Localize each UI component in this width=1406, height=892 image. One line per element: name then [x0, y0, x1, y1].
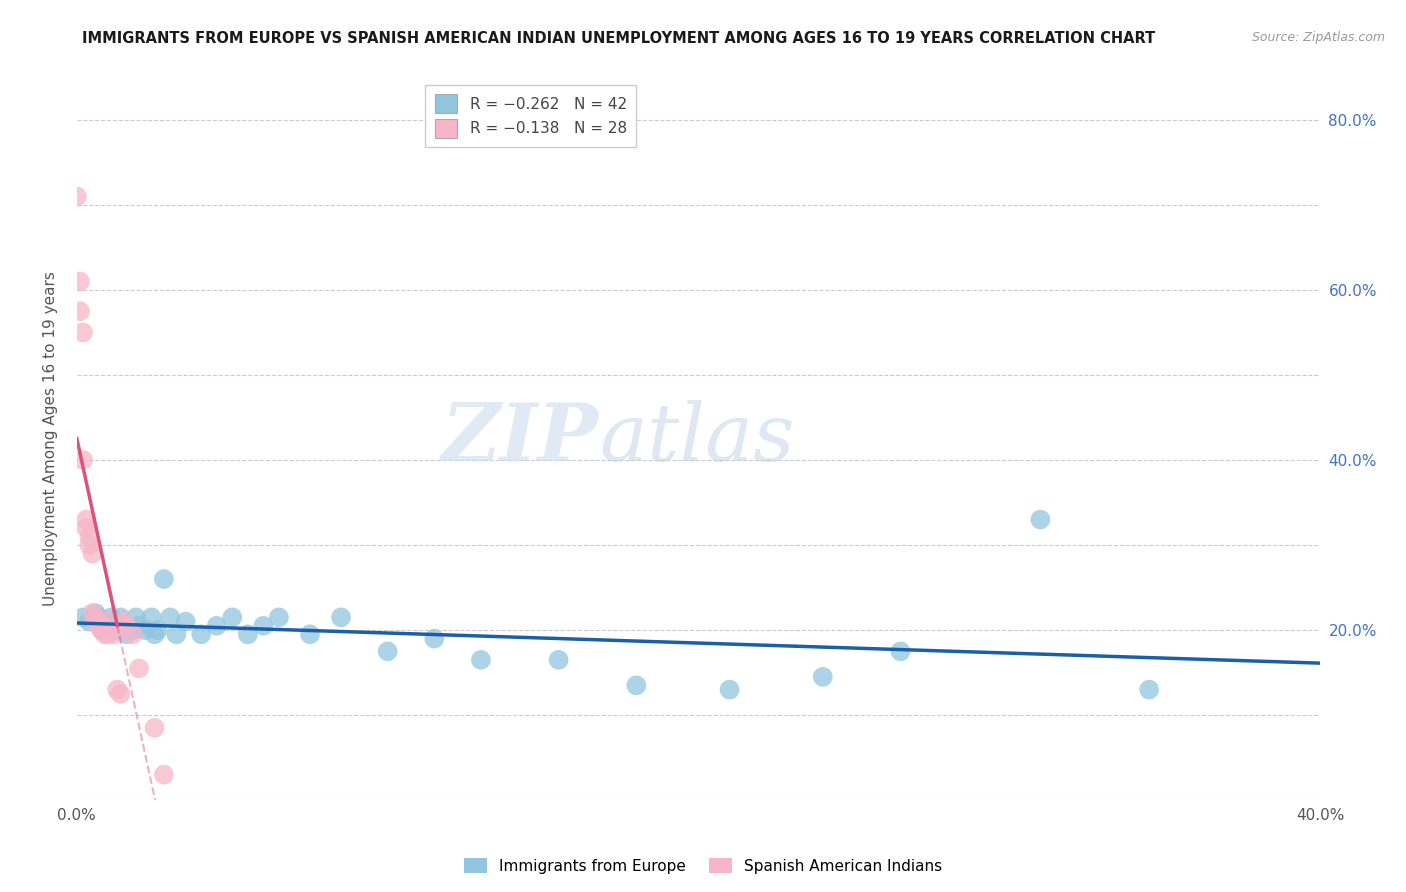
- Point: [72, 610, 94, 624]
- Point: [90, 619, 112, 633]
- Point: [141, 610, 163, 624]
- Point: [423, 632, 446, 646]
- Point: [79, 615, 101, 629]
- Text: atlas: atlas: [599, 400, 794, 477]
- Point: [82, 606, 104, 620]
- Point: [112, 615, 135, 629]
- Point: [69, 275, 91, 289]
- Point: [112, 619, 135, 633]
- Point: [134, 623, 156, 637]
- Text: IMMIGRANTS FROM EUROPE VS SPANISH AMERICAN INDIAN UNEMPLOYMENT AMONG AGES 16 TO : IMMIGRANTS FROM EUROPE VS SPANISH AMERIC…: [82, 31, 1156, 46]
- Point: [72, 326, 94, 340]
- Point: [79, 530, 101, 544]
- Point: [153, 767, 176, 781]
- Point: [100, 610, 122, 624]
- Point: [110, 610, 132, 624]
- Point: [190, 627, 212, 641]
- Point: [267, 610, 290, 624]
- Point: [143, 721, 166, 735]
- Point: [97, 627, 120, 641]
- Point: [252, 619, 274, 633]
- Point: [174, 615, 197, 629]
- Point: [159, 610, 181, 624]
- Point: [87, 610, 110, 624]
- Point: [121, 623, 143, 637]
- Point: [146, 623, 169, 637]
- Point: [84, 606, 107, 620]
- Point: [79, 538, 101, 552]
- Point: [75, 521, 97, 535]
- Point: [205, 619, 228, 633]
- Point: [94, 615, 117, 629]
- Y-axis label: Unemployment Among Ages 16 to 19 years: Unemployment Among Ages 16 to 19 years: [44, 271, 58, 607]
- Point: [84, 610, 107, 624]
- Point: [103, 615, 125, 629]
- Point: [889, 644, 911, 658]
- Text: Source: ZipAtlas.com: Source: ZipAtlas.com: [1251, 31, 1385, 45]
- Point: [1137, 682, 1160, 697]
- Point: [97, 619, 120, 633]
- Point: [69, 304, 91, 318]
- Point: [110, 687, 132, 701]
- Point: [94, 627, 117, 641]
- Point: [128, 619, 150, 633]
- Point: [115, 627, 138, 641]
- Point: [811, 670, 834, 684]
- Point: [121, 627, 143, 641]
- Point: [105, 682, 128, 697]
- Point: [547, 653, 569, 667]
- Point: [66, 189, 89, 203]
- Point: [330, 610, 353, 624]
- Point: [153, 572, 176, 586]
- Point: [1029, 512, 1052, 526]
- Point: [90, 623, 112, 637]
- Point: [90, 623, 112, 637]
- Point: [128, 661, 150, 675]
- Point: [75, 512, 97, 526]
- Point: [236, 627, 259, 641]
- Point: [626, 678, 648, 692]
- Point: [125, 610, 148, 624]
- Point: [82, 547, 104, 561]
- Point: [87, 619, 110, 633]
- Legend: Immigrants from Europe, Spanish American Indians: Immigrants from Europe, Spanish American…: [458, 852, 948, 880]
- Point: [298, 627, 321, 641]
- Point: [97, 615, 120, 629]
- Point: [165, 627, 187, 641]
- Point: [470, 653, 492, 667]
- Point: [87, 615, 110, 629]
- Point: [103, 627, 125, 641]
- Text: ZIP: ZIP: [441, 400, 599, 477]
- Point: [143, 627, 166, 641]
- Point: [377, 644, 399, 658]
- Point: [72, 453, 94, 467]
- Point: [115, 619, 138, 633]
- Legend: R = −0.262   N = 42, R = −0.138   N = 28: R = −0.262 N = 42, R = −0.138 N = 28: [426, 85, 636, 147]
- Point: [105, 623, 128, 637]
- Point: [718, 682, 741, 697]
- Point: [221, 610, 243, 624]
